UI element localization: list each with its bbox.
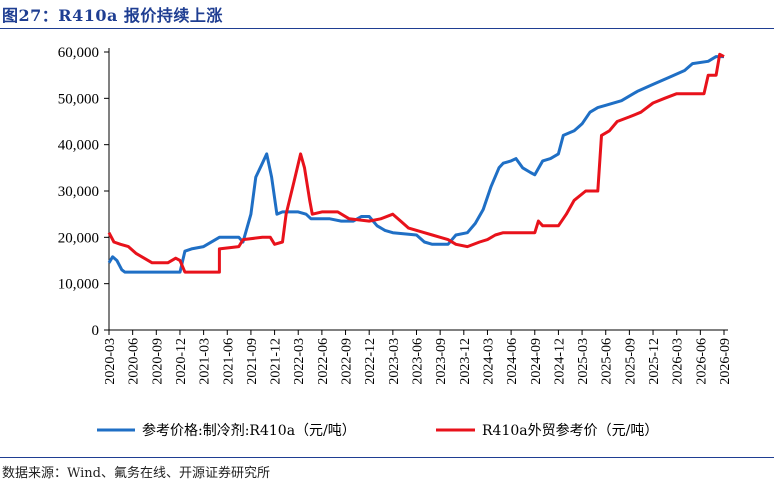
y-tick-label: 40,000	[58, 138, 99, 154]
y-axis: 0 10,000 20,000 30,000 40,000 50,000 60,000	[58, 45, 110, 339]
x-tick-label: 2020-09	[150, 338, 165, 385]
x-tick-label: 2022-09	[340, 338, 355, 385]
x-tick-label: 2026-09	[718, 338, 733, 385]
y-tick-label: 60,000	[58, 45, 99, 61]
x-tick-label: 2022-12	[363, 338, 378, 385]
series-line-r410a-reference	[107, 55, 724, 274]
y-tick-label: 10,000	[58, 277, 99, 293]
chart-title: 图27：R410a 报价持续上涨	[2, 6, 223, 25]
x-tick-label: 2020-06	[127, 338, 142, 385]
x-tick-label: 2024-03	[481, 338, 496, 385]
x-tick-label: 2025-06	[600, 338, 615, 385]
x-tick-label: 2025-09	[623, 338, 638, 385]
x-tick-label: 2025-12	[647, 338, 662, 385]
x-tick-label: 2020-12	[174, 338, 189, 385]
source-note: 数据来源：Wind、氟务在线、开源证券研究所	[2, 466, 270, 481]
legend-label: R410a外贸参考价（元/吨）	[482, 422, 658, 439]
x-tick-label: 2024-09	[529, 338, 544, 385]
legend: 参考价格:制冷剂:R410a（元/吨） R410a外贸参考价（元/吨）	[97, 422, 658, 439]
x-tick-label: 2023-09	[434, 338, 449, 385]
x-tick-label: 2024-06	[505, 338, 520, 385]
y-tick-label: 30,000	[58, 184, 99, 200]
line-chart: 0 10,000 20,000 30,000 40,000 50,000 60,000 20…	[58, 45, 733, 439]
title-rule	[0, 28, 774, 29]
x-tick-label: 2021-06	[221, 338, 236, 385]
y-tick-label: 50,000	[58, 91, 99, 107]
x-tick-label: 2020-03	[103, 338, 118, 385]
x-tick-label: 2021-03	[198, 338, 213, 385]
x-tick-label: 2025-03	[576, 338, 591, 385]
y-tick-label: 20,000	[58, 230, 99, 246]
x-tick-label: 2026-06	[694, 338, 709, 385]
x-tick-label: 2026-03	[671, 338, 686, 385]
x-tick-label: 2023-03	[387, 338, 402, 385]
legend-label: 参考价格:制冷剂:R410a（元/吨）	[142, 422, 356, 439]
series-line-r410a-export	[107, 52, 725, 274]
x-tick-label: 2021-09	[245, 338, 260, 385]
x-tick-label: 2021-12	[269, 338, 284, 385]
x-tick-label: 2022-03	[292, 338, 307, 385]
series-lines	[107, 52, 725, 274]
x-tick-label: 2023-06	[411, 338, 426, 385]
x-tick-label: 2022-06	[316, 338, 331, 385]
x-tick-label: 2023-12	[458, 338, 473, 385]
source-rule	[0, 457, 774, 458]
x-tick-label: 2024-12	[552, 338, 567, 385]
x-axis: 2020-03 2020-06 2020-09 2020-12 2021-03 2021-…	[103, 329, 733, 385]
y-tick-label: 0	[92, 323, 100, 339]
